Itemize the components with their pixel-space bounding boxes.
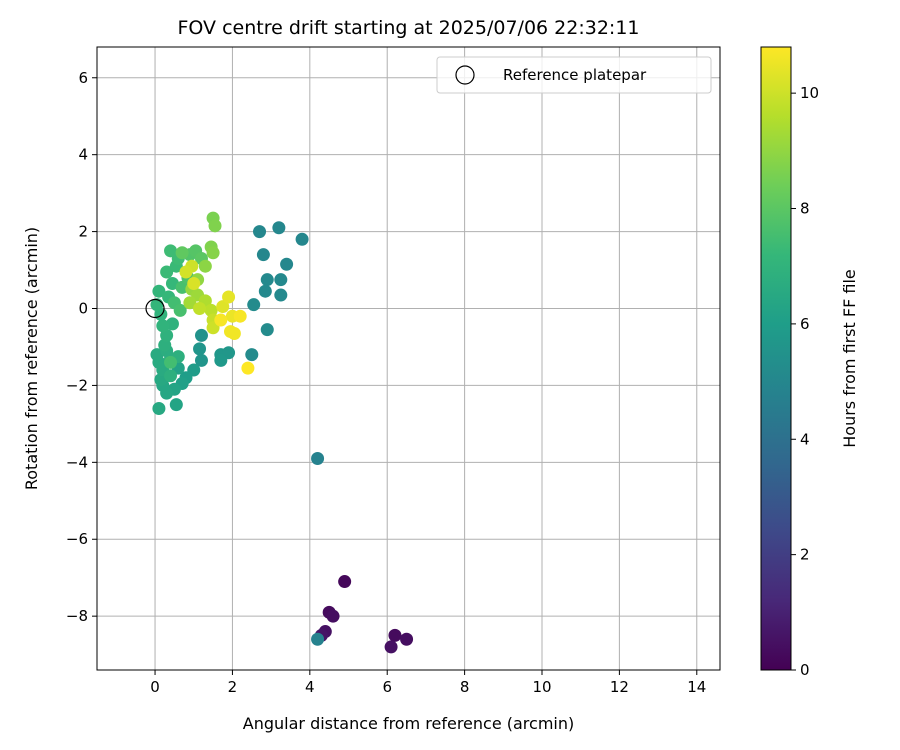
- chart-title: FOV centre drift starting at 2025/07/06 …: [177, 17, 639, 39]
- data-point: [338, 575, 352, 589]
- y-axis-label: Rotation from reference (arcmin): [22, 227, 41, 490]
- x-tick-label: 6: [382, 678, 392, 696]
- data-point: [194, 353, 208, 367]
- data-point: [274, 288, 288, 302]
- x-tick-label: 10: [532, 678, 551, 696]
- data-point: [241, 361, 255, 375]
- plot-frame: [96, 46, 721, 671]
- y-tick-label: 2: [78, 223, 88, 241]
- data-point: [233, 309, 247, 323]
- x-tick-label: 8: [460, 678, 470, 696]
- data-point: [272, 221, 286, 235]
- data-point: [260, 273, 274, 287]
- data-point: [295, 232, 309, 246]
- data-point: [152, 284, 166, 298]
- data-point: [384, 640, 398, 654]
- legend-entry-label: Reference platepar: [503, 66, 647, 84]
- data-point: [187, 277, 201, 291]
- data-point: [400, 632, 414, 646]
- colorbar-gradient: [761, 47, 791, 670]
- data-point: [179, 265, 193, 279]
- y-tick-label: 0: [78, 300, 88, 318]
- reference-platepar-marker: [145, 298, 165, 319]
- plot-area: 0 2 4 6 8 10 12 14 −8 −6 −4 −2 0 2 4 6: [66, 46, 721, 696]
- data-point: [198, 259, 212, 273]
- data-point: [214, 353, 228, 367]
- data-point: [258, 284, 272, 298]
- data-point: [216, 300, 230, 314]
- data-point: [247, 298, 261, 312]
- data-point: [311, 632, 325, 646]
- y-tick-label: 6: [78, 69, 88, 87]
- y-tick-label: −2: [66, 376, 88, 394]
- x-axis-label: Angular distance from reference (arcmin): [243, 714, 574, 733]
- colorbar-frame: [760, 46, 792, 671]
- data-point: [253, 225, 267, 239]
- data-point: [164, 369, 178, 383]
- data-point: [274, 273, 288, 287]
- data-point: [311, 451, 325, 465]
- data-point: [256, 248, 270, 262]
- data-point: [193, 302, 207, 316]
- x-tick-label: 12: [610, 678, 629, 696]
- data-point: [280, 257, 294, 271]
- y-tick-label: 4: [78, 146, 88, 164]
- legend: Reference platepar: [436, 56, 712, 94]
- colorbar-tick-label: 8: [800, 200, 810, 218]
- y-tick-label: −6: [66, 530, 88, 548]
- grid-lines: [97, 47, 720, 670]
- y-tick-label: −4: [66, 453, 88, 471]
- data-point: [175, 246, 189, 260]
- colorbar-tick-label: 4: [800, 430, 810, 448]
- y-ticks: −8 −6 −4 −2 0 2 4 6: [66, 69, 97, 625]
- x-tick-label: 2: [228, 678, 238, 696]
- x-tick-label: 14: [687, 678, 706, 696]
- colorbar-ticks: 0 2 4 6 8 10: [791, 84, 819, 679]
- data-point: [183, 296, 197, 310]
- x-ticks: 0 2 4 6 8 10 12 14: [150, 670, 706, 696]
- reference-marker-layer: [145, 298, 165, 319]
- data-point: [222, 290, 236, 304]
- data-point: [173, 303, 187, 317]
- colorbar-tick-label: 2: [800, 546, 810, 564]
- data-point: [194, 328, 208, 342]
- x-tick-label: 4: [305, 678, 315, 696]
- data-point: [214, 313, 228, 327]
- colorbar-tick-label: 0: [800, 661, 810, 679]
- colorbar-tick-label: 6: [800, 315, 810, 333]
- data-point: [245, 348, 259, 362]
- data-point: [156, 319, 170, 333]
- data-point: [152, 401, 166, 415]
- data-point: [169, 398, 183, 412]
- data-point: [206, 246, 220, 260]
- data-point: [388, 628, 402, 642]
- y-tick-label: −8: [66, 607, 88, 625]
- data-point: [208, 219, 222, 233]
- colorbar-label: Hours from first FF file: [840, 269, 859, 448]
- legend-box: [436, 56, 712, 94]
- data-point: [165, 317, 179, 331]
- data-point: [160, 265, 174, 279]
- data-point: [260, 323, 274, 337]
- data-point: [164, 355, 178, 369]
- data-points: [150, 211, 414, 654]
- colorbar-tick-label: 10: [800, 84, 819, 102]
- data-point: [326, 609, 340, 623]
- colorbar: 0 2 4 6 8 10 Hours from first FF file: [760, 46, 859, 679]
- x-tick-label: 0: [150, 678, 160, 696]
- data-point: [175, 280, 189, 294]
- data-point: [227, 327, 241, 341]
- legend-marker-icon: [455, 65, 475, 85]
- data-point: [193, 342, 207, 356]
